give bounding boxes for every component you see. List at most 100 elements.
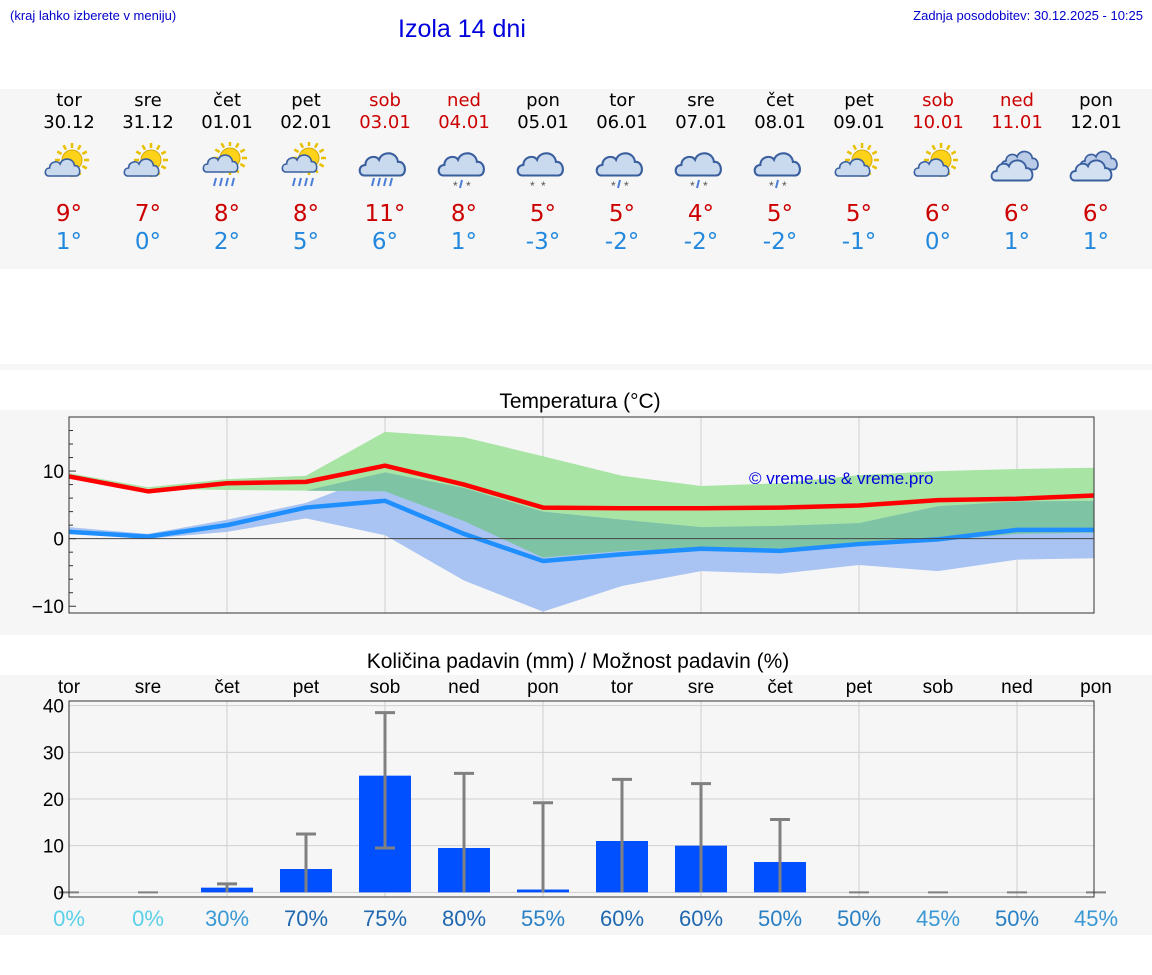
day-name: pet: [291, 90, 321, 111]
min-temp: 1°: [1082, 229, 1110, 255]
max-temp: 8°: [292, 201, 320, 227]
precip-probability: 0%: [132, 906, 164, 931]
day-date: 09.01: [833, 112, 885, 133]
day-column: ned 04.01 * * 8° 1°: [424, 89, 504, 256]
temp-y-label: −10: [32, 597, 64, 618]
day-column: pon 12.01 6° 1°: [1056, 89, 1136, 256]
precip-day-label: čet: [767, 677, 793, 698]
precip-day-label: pon: [1080, 677, 1112, 698]
min-temp: 6°: [371, 229, 399, 255]
temp-y-label: 10: [43, 462, 64, 483]
day-date: 08.01: [754, 112, 806, 133]
day-date: 04.01: [438, 112, 490, 133]
precip-probability: 50%: [837, 906, 881, 931]
max-temp: 6°: [1003, 201, 1031, 227]
precip-day-label: čet: [214, 677, 240, 698]
day-name: ned: [1000, 90, 1034, 111]
day-date: 30.12: [43, 112, 95, 133]
day-column: pon 05.01 * * 5° -3°: [503, 89, 583, 256]
day-name: pon: [1079, 90, 1113, 111]
precip-day-label: sre: [688, 677, 714, 698]
max-temp: 6°: [924, 201, 952, 227]
day-name: sob: [369, 90, 401, 111]
min-temp: -3°: [525, 229, 561, 255]
svg-text:*: *: [624, 179, 629, 193]
svg-text:*: *: [611, 179, 616, 193]
precip-y-label: 40: [43, 697, 64, 718]
svg-text:*: *: [690, 179, 695, 193]
day-date: 10.01: [912, 112, 964, 133]
day-name: sre: [134, 90, 162, 111]
precip-day-label: pon: [527, 677, 559, 698]
day-column: sre 07.01 * * 4° -2°: [661, 89, 741, 256]
min-temp: 1°: [55, 229, 83, 255]
day-name: sre: [687, 90, 715, 111]
cloud-snow-icon: * *: [516, 152, 564, 193]
max-temp: 5°: [608, 201, 636, 227]
day-column: čet 01.01 8° 2°: [187, 89, 267, 256]
temp-frame: [68, 416, 1095, 614]
last-updated: Zadnja posodobitev: 30.12.2025 - 10:25: [913, 8, 1143, 23]
precip-chart-title: Količina padavin (mm) / Možnost padavin …: [367, 650, 790, 673]
precip-probability: 50%: [758, 906, 802, 931]
max-temp: 5°: [529, 201, 557, 227]
precip-probability: 55%: [521, 906, 565, 931]
svg-text:*: *: [703, 179, 708, 193]
min-temp: -2°: [604, 229, 640, 255]
max-temp: 4°: [687, 201, 715, 227]
day-column: sre 31.12 7° 0°: [108, 89, 188, 256]
precip-y-label: 0: [53, 883, 64, 904]
temp-y-label: 0: [53, 530, 64, 551]
min-temp-line: [69, 498, 1094, 564]
day-name: ned: [447, 90, 481, 111]
day-date: 05.01: [517, 112, 569, 133]
page-title: Izola 14 dni: [398, 15, 526, 43]
precip-y-label: 10: [43, 837, 64, 858]
max-temp-line: [69, 463, 1094, 511]
sun-cloud-icon: [834, 143, 879, 177]
precip-probability: 60%: [600, 906, 644, 931]
precip-day-label: tor: [611, 677, 634, 698]
min-temp: -2°: [683, 229, 719, 255]
precip-day-label: sob: [923, 677, 954, 698]
day-column: sob 03.01 11° 6°: [345, 89, 425, 256]
temp-bands: [69, 431, 1094, 612]
precip-day-label: sre: [135, 677, 161, 698]
max-temp: 5°: [845, 201, 873, 227]
precip-probability: 30%: [205, 906, 249, 931]
day-column: čet 08.01 * * 5° -2°: [740, 89, 820, 256]
min-temp: 5°: [292, 229, 320, 255]
overlap-band: [69, 472, 1094, 558]
max-temp: 11°: [364, 201, 406, 227]
sun-cloud-icon: [44, 143, 89, 177]
min-temp: -1°: [841, 229, 877, 255]
day-date: 01.01: [201, 112, 253, 133]
cloud-sleet-icon: * *: [674, 152, 722, 193]
day-column: tor 30.12 9° 1°: [29, 89, 109, 256]
max-temp: 8°: [213, 201, 241, 227]
precip-day-label: ned: [1001, 677, 1033, 698]
max-temp: 9°: [55, 201, 83, 227]
svg-text:*: *: [530, 179, 535, 193]
day-column: pet 02.01 8° 5°: [266, 89, 346, 256]
day-column: tor 06.01 * * 5° -2°: [582, 89, 662, 256]
precip-probability: 50%: [995, 906, 1039, 931]
max-temp: 8°: [450, 201, 478, 227]
day-name: sob: [922, 90, 954, 111]
precip-day-label: sob: [370, 677, 401, 698]
temp-chart-title: Temperatura (°C): [499, 390, 660, 413]
precip-probability: 45%: [916, 906, 960, 931]
day-column: ned 11.01 6° 1°: [977, 89, 1057, 256]
day-name: pon: [526, 90, 560, 111]
cloud-sleet-icon: * *: [753, 152, 801, 193]
min-temp: -2°: [762, 229, 798, 255]
precip-probability: 45%: [1074, 906, 1118, 931]
max-temp: 7°: [134, 201, 162, 227]
day-date: 06.01: [596, 112, 648, 133]
svg-text:*: *: [782, 179, 787, 193]
cloudy-icon: [990, 150, 1039, 182]
day-name: pet: [844, 90, 874, 111]
precip-y-label: 30: [43, 743, 64, 764]
max-temp: 5°: [766, 201, 794, 227]
